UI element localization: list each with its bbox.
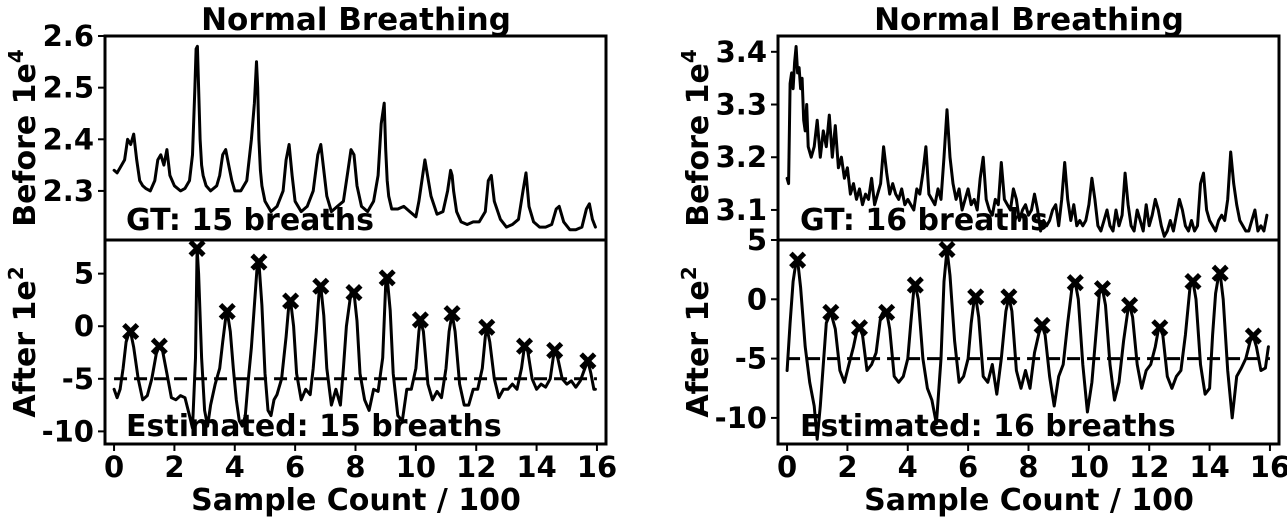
x-tick-label: 6 [958,450,978,484]
x-tick-label: 4 [225,450,245,484]
x-axis-label: Sample Count / 100 [864,483,1194,518]
x-tick-label: 8 [1018,450,1038,484]
top-y-tick-label: 3.2 [716,140,767,174]
peak-marker [443,305,461,323]
estimated-annotation: Estimated: 15 breaths [126,409,502,444]
top-y-axis-exponent: 4 [4,49,28,63]
chart-left: Normal Breathing GT: 15 breaths Estimate… [4,2,617,518]
bottom-y-tick-label: -5 [735,342,767,376]
peak-marker [1066,274,1084,292]
top-signal-line [785,45,1269,238]
bottom-y-axis-label-text: After 1e [8,280,43,417]
peak-marker [1033,316,1051,334]
peak-marker [850,319,869,337]
top-y-axis-exponent: 4 [677,49,701,63]
top-signal-line [112,44,597,232]
peak-marker [282,292,300,310]
peak-marker [150,337,168,355]
bottom-y-tick-label: 0 [747,282,767,316]
top-y-tick-label: 3.4 [716,35,767,69]
bottom-y-tick-label: -10 [715,401,767,435]
bottom-y-tick-label: -10 [42,414,94,448]
top-y-tick-label: 2.3 [43,174,94,208]
bottom-y-axis-exponent: 2 [677,266,701,280]
bottom-y-tick-label: 5 [747,223,767,257]
x-tick-label: 4 [898,450,918,484]
bottom-y-tick-label: 5 [74,257,94,291]
peak-marker [789,251,807,269]
chart-title: Normal Breathing [201,2,511,38]
x-tick-label: 12 [1129,450,1169,484]
top-y-tick-label: 2.5 [43,71,94,105]
bottom-y-tick-label: 0 [74,309,94,343]
peak-marker [345,284,363,302]
peak-marker [546,341,564,359]
peak-marker [312,277,330,295]
x-axis-label: Sample Count / 100 [191,483,521,518]
peak-marker [906,276,924,294]
bottom-y-axis-label: After 1e2 [4,266,43,417]
x-tick-label: 14 [1189,450,1229,484]
top-y-axis-label: Before 1e4 [677,49,716,227]
x-tick-label: 2 [164,450,184,484]
top-y-axis-label-text: Before 1e [681,63,716,227]
peak-marker [188,239,206,257]
top-y-tick-label: 3.1 [716,193,767,227]
top-y-axis-label: Before 1e4 [4,49,43,227]
bottom-y-axis-label-text: After 1e [681,280,716,417]
top-y-tick-label: 2.4 [43,122,94,156]
peak-marker [378,269,396,287]
x-tick-label: 12 [456,450,496,484]
x-tick-label: 2 [837,450,857,484]
peak-marker [1151,319,1169,337]
bottom-y-axis-exponent: 2 [4,266,28,280]
x-tick-label: 16 [577,450,617,484]
peak-marker [1000,288,1018,306]
top-y-axis-label-text: Before 1e [8,63,43,227]
x-tick-label: 0 [104,450,124,484]
bottom-signal-line [112,246,597,430]
top-y-tick-label: 3.3 [716,88,767,122]
x-tick-label: 14 [516,450,556,484]
peak-marker [411,311,429,329]
gt-annotation: GT: 16 breaths [800,203,1048,238]
peak-marker [1211,264,1229,282]
peak-marker [1184,272,1202,291]
x-tick-label: 8 [345,450,365,484]
chart-title: Normal Breathing [874,2,1184,38]
peak-marker [122,322,140,341]
top-y-tick-label: 2.6 [43,19,94,53]
x-tick-label: 16 [1250,450,1287,484]
peak-marker [579,352,597,370]
peak-marker [478,318,496,336]
peak-marker [515,337,534,355]
peak-marker [822,303,840,321]
x-tick-label: 10 [396,450,436,484]
peak-marker [250,253,268,271]
peak-marker [1121,296,1139,314]
chart-right: Normal Breathing GT: 16 breaths Estimate… [677,2,1287,518]
x-tick-label: 6 [285,450,305,484]
peak-marker [218,302,236,321]
bottom-y-tick-label: -5 [62,362,94,396]
x-tick-label: 0 [777,450,797,484]
peak-marker [1244,327,1262,345]
estimated-annotation: Estimated: 16 breaths [800,409,1176,444]
peak-marker [938,240,956,259]
peak-marker [878,303,896,321]
peak-marker [1093,280,1111,298]
peak-marker [967,288,985,306]
x-tick-label: 10 [1069,450,1109,484]
bottom-y-axis-label: After 1e2 [677,266,716,417]
